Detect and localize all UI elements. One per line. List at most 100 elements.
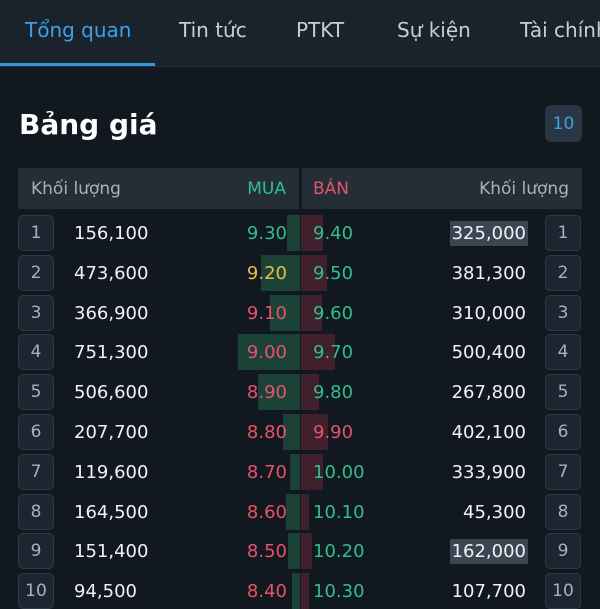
sell-level-index: 1 [545,215,581,251]
depth-level-button[interactable]: 10 [545,105,582,142]
sell-price[interactable]: 9.70 [313,342,354,364]
tab-events[interactable]: Sự kiện [397,18,471,42]
sell-volume: 325,000 [449,221,528,246]
buy-volume: 473,600 [74,262,149,284]
sell-depth-bar [301,215,323,251]
buy-depth-bar [292,573,300,609]
buy-level-index: 4 [18,334,54,371]
buy-depth-bar [287,215,300,251]
buy-depth-bar [270,294,300,331]
sell-level-index: 8 [545,493,581,530]
tab-overview[interactable]: Tổng quan [25,18,132,42]
buy-price[interactable]: 8.50 [246,541,287,563]
tab-technical-analysis[interactable]: PTKT [296,18,345,42]
sell-level-index: 5 [545,374,581,411]
sell-volume: 45,300 [463,501,526,523]
sell-level-index: 6 [545,414,581,450]
buy-price[interactable]: 8.80 [246,422,287,443]
sell-price[interactable]: 9.60 [313,302,354,324]
buy-depth-bar [238,334,300,371]
table-row[interactable]: 3 366,900 9.10 9.60 310,000 3 [0,294,600,331]
buy-price[interactable]: 8.70 [246,461,287,483]
buy-price[interactable]: 8.40 [246,581,287,603]
sell-volume: 381,300 [451,262,526,284]
tab-news[interactable]: Tin tức [179,18,247,42]
buy-depth-bar [286,493,300,530]
sell-price[interactable]: 10.10 [313,501,365,523]
sell-volume: 162,000 [449,539,528,565]
buy-volume: 151,400 [74,541,149,563]
buy-level-index: 2 [18,254,54,291]
buy-level-index: 5 [18,374,54,411]
buy-price[interactable]: 8.60 [246,501,287,523]
buy-depth-bar [261,254,300,291]
sell-level-index: 9 [545,533,581,570]
buy-volume: 94,500 [74,581,137,603]
buy-level-index: 9 [18,533,54,570]
table-row[interactable]: 5 506,600 8.90 9.80 267,800 5 [0,374,600,411]
sell-depth-bar [301,414,328,450]
sell-level-index: 4 [545,334,581,371]
buy-depth-bar [258,374,300,411]
buy-volume-header: Khối lượng [31,179,121,199]
sell-level-index: 10 [545,573,581,609]
tab-financials[interactable]: Tài chính [520,18,600,42]
page-title: Bảng giá [19,108,158,141]
buy-level-index: 8 [18,493,54,530]
sell-depth-bar [301,533,312,570]
sell-depth-bar [301,294,322,331]
sell-price[interactable]: 9.90 [313,422,354,443]
table-row[interactable]: 7 119,600 8.70 10.00 333,900 7 [0,453,600,490]
sell-volume: 402,100 [451,422,526,443]
sell-level-index: 2 [545,254,581,291]
tab-bar: Tổng quan Tin tức PTKT Sự kiện Tài chính [0,0,600,67]
buy-volume: 119,600 [74,461,149,483]
sell-level-index: 3 [545,294,581,331]
table-row[interactable]: 9 151,400 8.50 10.20 162,000 9 [0,533,600,570]
table-row[interactable]: 6 207,700 8.80 9.90 402,100 6 [0,414,600,450]
sell-volume: 333,900 [451,461,526,483]
buy-level-index: 1 [18,215,54,251]
sell-price[interactable]: 10.30 [313,581,365,603]
sell-volume: 107,700 [451,581,526,603]
sell-volume: 500,400 [451,342,526,364]
table-row[interactable]: 8 164,500 8.60 10.10 45,300 8 [0,493,600,530]
sell-price[interactable]: 9.40 [313,223,354,244]
sell-volume: 267,800 [451,382,526,404]
sell-depth-bar [301,374,319,411]
buy-price[interactable]: 9.00 [246,342,287,364]
buy-price[interactable]: 9.20 [246,262,287,284]
buy-header: MUA [247,179,286,199]
sell-price[interactable]: 10.20 [313,541,365,563]
buy-price[interactable]: 9.30 [246,223,287,244]
buy-price[interactable]: 8.90 [246,382,287,404]
sell-price[interactable]: 9.80 [313,382,354,404]
buy-depth-bar [283,414,300,450]
table-row[interactable]: 10 94,500 8.40 10.30 107,700 10 [0,573,600,609]
buy-level-index: 7 [18,453,54,490]
sell-depth-bar [301,453,323,490]
buy-volume: 366,900 [74,302,149,324]
sell-depth-bar [301,573,309,609]
buy-depth-bar [290,453,300,490]
buy-volume: 207,700 [74,422,149,443]
sell-header: BÁN [313,179,350,199]
table-row[interactable]: 2 473,600 9.20 9.50 381,300 2 [0,254,600,291]
buy-depth-bar [288,533,300,570]
buy-level-index: 6 [18,414,54,450]
sell-volume-header: Khối lượng [479,179,569,199]
table-row[interactable]: 4 751,300 9.00 9.70 500,400 4 [0,334,600,371]
buy-volume: 506,600 [74,382,149,404]
sell-column-header: BÁN Khối lượng [302,168,582,209]
sell-level-index: 7 [545,453,581,490]
buy-volume: 751,300 [74,342,149,364]
sell-price[interactable]: 10.00 [313,461,365,483]
table-row[interactable]: 1 156,100 9.30 9.40 325,000 1 [0,215,600,251]
buy-price[interactable]: 9.10 [246,302,287,324]
sell-depth-bar [301,334,335,371]
buy-level-index: 3 [18,294,54,331]
buy-level-index: 10 [18,573,54,609]
sell-price[interactable]: 9.50 [313,262,354,284]
active-tab-indicator [0,63,155,66]
buy-volume: 164,500 [74,501,149,523]
